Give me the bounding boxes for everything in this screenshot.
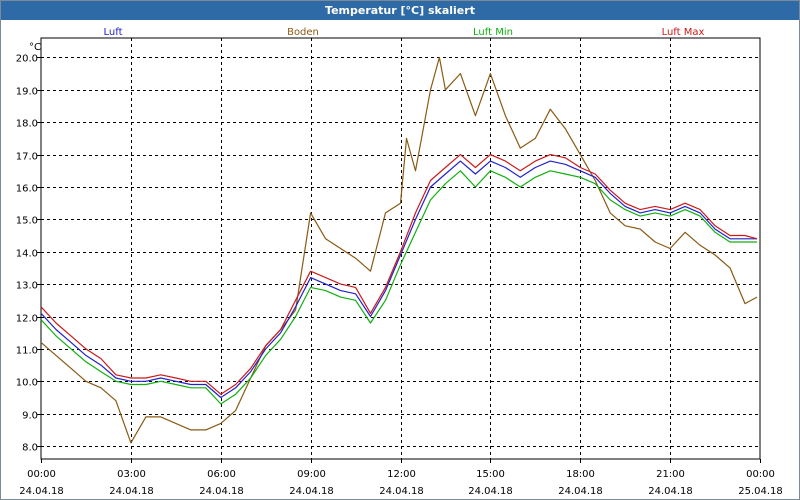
x-tick-date: 24.04.18 <box>558 486 603 497</box>
legend-item: Boden <box>287 27 319 38</box>
plot-area <box>40 37 761 460</box>
y-tick-label: 13.0 <box>16 281 38 292</box>
x-tick-date: 24.04.18 <box>379 486 424 497</box>
legend-item: Luft <box>104 27 123 38</box>
x-tick-date: 24.04.18 <box>648 486 693 497</box>
x-tick-time: 03:00 <box>117 469 146 480</box>
series-line-luft <box>40 160 757 399</box>
y-tick-label: 18.0 <box>16 119 38 130</box>
x-tick-time: 06:00 <box>207 469 236 480</box>
y-tick-label: 8.0 <box>22 443 38 454</box>
y-tick-label: 10.0 <box>16 378 38 389</box>
series-line-boden <box>40 56 758 444</box>
series-line-luft-min <box>40 170 757 405</box>
legend-item: Luft Min <box>473 27 513 38</box>
y-axis: 8.0 9.0 10.0 11.0 12.0 13.0 14.0 15.0 16.0 17.0 18… <box>16 54 41 454</box>
x-tick-time: 21:00 <box>656 469 685 480</box>
y-tick-label: 11.0 <box>16 346 38 357</box>
x-tick-time: 15:00 <box>476 469 505 480</box>
y-axis-label: °C <box>29 42 41 53</box>
window-title: Temperatur [°C] skaliert <box>1 1 799 20</box>
y-tick-label: 15.0 <box>16 216 38 227</box>
x-tick-time: 00:00 <box>746 469 775 480</box>
legend: Luft Boden Luft Min Luft Max <box>104 27 705 38</box>
y-tick-label: 9.0 <box>22 411 38 422</box>
x-tick-time: 12:00 <box>387 469 416 480</box>
y-tick-label: 20.0 <box>16 54 38 65</box>
x-tick-date: 24.04.18 <box>109 486 154 497</box>
series-lines <box>40 56 758 444</box>
x-tick-time: 09:00 <box>297 469 326 480</box>
temperature-chart: Luft Boden Luft Min Luft Max °C 8.0 9.0 10.0 1… <box>16 27 783 497</box>
y-tick-label: 19.0 <box>16 87 38 98</box>
y-tick-label: 12.0 <box>16 314 38 325</box>
x-tick-date: 24.04.18 <box>19 486 64 497</box>
y-tick-label: 16.0 <box>16 184 38 195</box>
y-tick-label: 17.0 <box>16 152 38 163</box>
x-tick-date: 24.04.18 <box>289 486 334 497</box>
grid <box>41 38 760 459</box>
legend-item: Luft Max <box>662 27 705 38</box>
x-tick-date: 24.04.18 <box>199 486 244 497</box>
x-tick-time: 00:00 <box>27 469 56 480</box>
x-axis: 00:00 24.04.18 03:00 24.04.18 06:00 24.04.18 0… <box>19 459 783 497</box>
x-tick-date: 25.04.18 <box>738 486 783 497</box>
y-tick-label: 14.0 <box>16 249 38 260</box>
series-line-luft-max <box>40 154 758 395</box>
x-tick-time: 18:00 <box>566 469 595 480</box>
x-tick-date: 24.04.18 <box>468 486 513 497</box>
